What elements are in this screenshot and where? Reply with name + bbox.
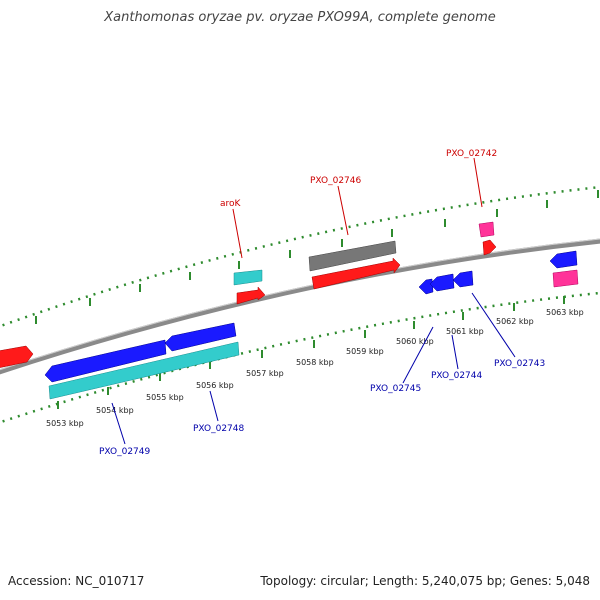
gene-aroK-box[interactable] [233, 269, 263, 286]
label-leaders-bottom [111, 292, 516, 445]
scale-label: 5059 kbp [346, 347, 384, 356]
gene-PXO_02746-box[interactable] [308, 240, 397, 272]
rna-right-box[interactable] [552, 269, 579, 288]
inner-major-ticks [57, 296, 565, 409]
scale-label: 5058 kbp [296, 358, 334, 367]
gene-PXO_02749-box[interactable] [48, 341, 240, 400]
cds-aroK-arrow[interactable] [236, 286, 266, 305]
cds-PXO_02742-arrow[interactable] [482, 239, 497, 256]
label-leaders-top [232, 157, 483, 259]
cds-PXO_02748-arrow[interactable] [164, 322, 237, 352]
cds-PXO_02744-arrow[interactable] [429, 273, 455, 292]
scale-label: 5053 kbp [46, 419, 84, 428]
scale-label: 5055 kbp [146, 393, 184, 402]
reverse-features [44, 250, 579, 400]
cds-PXO_02745-arrow[interactable] [418, 278, 434, 295]
scale-label: 5061 kbp [446, 327, 484, 336]
outer-major-ticks [35, 190, 599, 324]
gene-label-PXO_02743[interactable]: PXO_02743 [494, 359, 545, 369]
scale-label: 5062 kbp [496, 317, 534, 326]
footer-accession: Accession: NC_010717 [8, 574, 145, 588]
gene-labels-top: aroK PXO_02746 PXO_02742 [220, 149, 497, 209]
scale-label: 5056 kbp [196, 381, 234, 390]
gene-label-PXO_02744[interactable]: PXO_02744 [431, 371, 483, 381]
gene-label-PXO_02746[interactable]: PXO_02746 [310, 176, 362, 186]
scale-label: 5057 kbp [246, 369, 284, 378]
cds-right-arrow[interactable] [549, 250, 578, 269]
gene-label-PXO_02742[interactable]: PXO_02742 [446, 149, 497, 159]
map-title: Xanthomonas oryzae pv. oryzae PXO99A, co… [104, 10, 496, 25]
scale-label: 5063 kbp [546, 308, 584, 317]
scale-label: 5060 kbp [396, 337, 434, 346]
gene-label-aroK[interactable]: aroK [220, 199, 242, 209]
genome-backbone [0, 238, 600, 375]
cds-PXO_02749-arrow[interactable] [44, 339, 167, 383]
gene-labels-bottom: PXO_02749 PXO_02748 PXO_02745 PXO_02744 … [99, 359, 545, 457]
gene-label-PXO_02745[interactable]: PXO_02745 [370, 384, 421, 394]
cds-left-partial-arrow[interactable] [0, 345, 34, 368]
forward-features [0, 221, 497, 368]
cds-PXO_02743-arrow[interactable] [452, 270, 474, 288]
gene-label-PXO_02749[interactable]: PXO_02749 [99, 447, 151, 457]
outer-tick-ring [0, 185, 600, 328]
footer-stats: Topology: circular; Length: 5,240,075 bp… [260, 574, 590, 588]
cds-PXO_02746-arrow[interactable] [311, 257, 401, 290]
gene-label-PXO_02748[interactable]: PXO_02748 [193, 424, 245, 434]
rna-PXO_02742-box[interactable] [478, 221, 495, 238]
